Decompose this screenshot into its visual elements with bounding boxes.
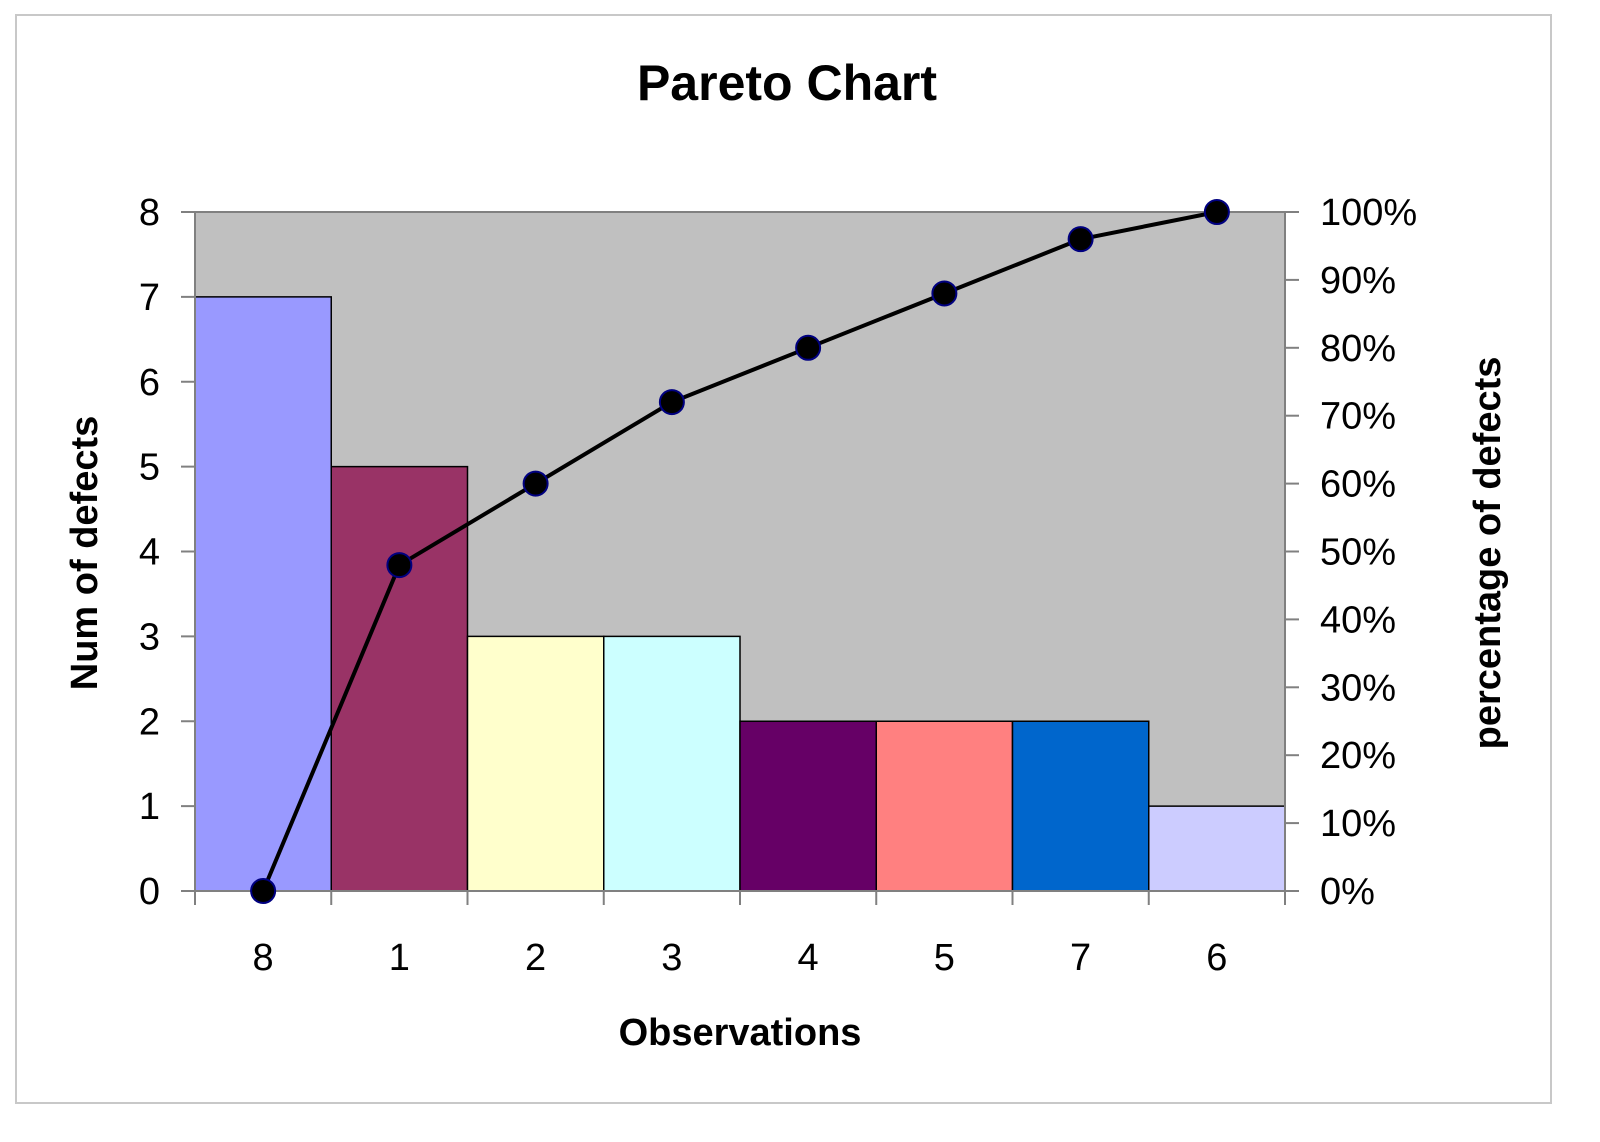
x-tick-label-2: 2	[525, 937, 546, 979]
y-axis-title: Num of defects	[64, 416, 106, 690]
y-tick-label: 8	[139, 192, 160, 234]
y2-tick-label: 40%	[1320, 599, 1396, 641]
cumulative-point-7	[1067, 226, 1094, 253]
y2-tick-label: 0%	[1320, 871, 1375, 913]
y-tick-label: 0	[139, 871, 160, 913]
x-tick-label-3: 3	[661, 937, 682, 979]
y-tick-label: 3	[139, 616, 160, 658]
cumulative-point-3	[658, 389, 685, 416]
cumulative-point-1	[386, 552, 413, 579]
cumulative-point-8	[250, 878, 277, 904]
y2-tick-label: 100%	[1320, 192, 1417, 234]
x-tick-label-1: 1	[389, 937, 410, 979]
y2-tick-label: 30%	[1320, 667, 1396, 709]
y-tick-label: 6	[139, 362, 160, 404]
axes-group	[181, 211, 1299, 905]
y2-tick-label: 60%	[1320, 464, 1396, 506]
x-tick-label-7: 7	[1070, 937, 1091, 979]
y-tick-label: 1	[139, 786, 160, 828]
y2-tick-label: 80%	[1320, 328, 1396, 370]
chart-title: Pareto Chart	[637, 55, 937, 111]
x-tick-label-4: 4	[798, 937, 819, 979]
y2-tick-label: 50%	[1320, 532, 1396, 574]
bar-5	[875, 720, 1014, 892]
x-tick-label-8: 8	[253, 937, 274, 979]
y-tick-label: 5	[139, 447, 160, 489]
y-tick-label: 7	[139, 277, 160, 319]
bar-6	[1148, 805, 1286, 892]
y2-tick-label: 10%	[1320, 803, 1396, 845]
cumulative-line-group	[250, 199, 1230, 904]
x-axis-title: Observations	[619, 1012, 862, 1054]
cumulative-point-6	[1203, 199, 1230, 225]
bar-4	[739, 720, 877, 892]
x-tick-label-6: 6	[1206, 937, 1227, 979]
x-tick-label-5: 5	[934, 937, 955, 979]
y2-tick-label: 70%	[1320, 396, 1396, 438]
bar-8	[194, 296, 332, 892]
bar-3	[603, 635, 741, 892]
cumulative-point-2	[522, 470, 549, 497]
tick-labels-group: 8 1 2 3 4 5 7 60123456780%10%20%30%40%50%60%70%…	[139, 192, 1417, 979]
y-tick-label: 2	[139, 701, 160, 743]
y2-tick-label: 90%	[1320, 260, 1396, 302]
cumulative-point-4	[795, 334, 822, 361]
y2-axis-title: percentage of defects	[1467, 357, 1509, 750]
cumulative-line	[261, 210, 1218, 892]
y-tick-label: 4	[139, 532, 160, 574]
y2-tick-label: 20%	[1320, 735, 1396, 777]
bar-2	[466, 635, 605, 892]
cumulative-point-5	[931, 280, 958, 307]
bar-7	[1011, 720, 1150, 892]
